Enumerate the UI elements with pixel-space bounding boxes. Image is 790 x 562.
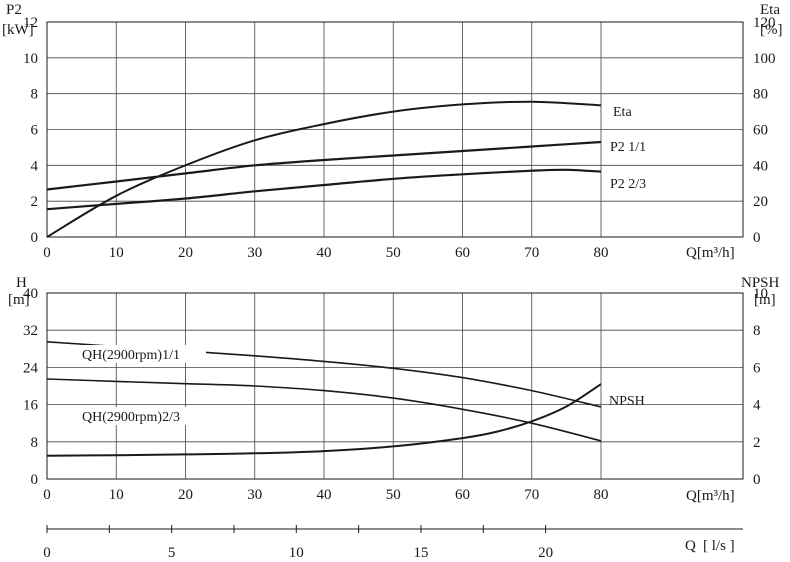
x-axis-label-bottom: Q[m³/h] — [686, 488, 735, 504]
y-tick-left: 40 — [23, 286, 38, 302]
plot-frame-top — [46, 21, 744, 238]
series-label-qh-full: QH(2900rpm)1/1 — [82, 348, 180, 363]
npsh-curve — [46, 383, 602, 457]
y-tick-left: 8 — [31, 435, 39, 451]
y-tick-left: 6 — [31, 123, 39, 139]
y-tick-left: 2 — [31, 194, 39, 210]
x-tick: 60 — [455, 487, 470, 503]
label-bg-qh-two-thirds — [78, 407, 206, 425]
x-tick: 80 — [594, 487, 609, 503]
y-tick-left: 0 — [31, 472, 39, 488]
secondary-tick-label: 15 — [413, 545, 428, 561]
p2-full-curve — [46, 140, 602, 191]
y-axis-unit-m: [m] — [8, 292, 30, 308]
y-tick-right: 6 — [753, 360, 761, 376]
x-tick: 10 — [109, 487, 124, 503]
y-ticks-left-top: 0 2 4 6 8 10 12 — [23, 15, 39, 246]
x-tick: 80 — [594, 245, 609, 261]
x-ticks-bottom: 0 10 20 30 40 50 60 70 80 — [43, 487, 608, 503]
y-tick-right: 80 — [753, 87, 768, 103]
y-ticks-left-bottom: 0 8 16 24 32 40 — [23, 286, 39, 488]
secondary-tick-label: 0 — [43, 545, 51, 561]
label-bg-qh-full — [78, 345, 206, 363]
y-tick-left: 10 — [23, 51, 38, 67]
x-tick: 50 — [386, 487, 401, 503]
x-tick: 30 — [247, 245, 262, 261]
x-tick: 20 — [178, 487, 193, 503]
y-tick-right: 0 — [753, 472, 761, 488]
y-tick-right: 2 — [753, 435, 761, 451]
y-ticks-right-top: 0 20 40 60 80 100 120 — [753, 15, 776, 246]
x-tick: 40 — [317, 487, 332, 503]
x-tick: 40 — [317, 245, 332, 261]
y-axis-unit-percent: [%] — [760, 22, 783, 38]
y-tick-right: 8 — [753, 323, 761, 339]
y-tick-right: 120 — [753, 15, 776, 31]
series-label-npsh: NPSH — [609, 394, 645, 409]
y-tick-left: 4 — [31, 158, 39, 174]
y-tick-right: 20 — [753, 194, 768, 210]
series-label-p2-two-thirds: P2 2/3 — [610, 177, 646, 192]
y-tick-left: 8 — [31, 87, 39, 103]
x-tick: 0 — [43, 245, 51, 261]
y-axis-label-eta: Eta — [760, 2, 780, 18]
secondary-axis-ticks: 0 5 10 15 20 — [43, 525, 553, 561]
y-tick-right: 0 — [753, 230, 761, 246]
series-label-qh-two-thirds: QH(2900rpm)2/3 — [82, 410, 180, 425]
x-tick: 0 — [43, 487, 51, 503]
series-label-eta: Eta — [613, 105, 632, 120]
secondary-tick-label: 10 — [289, 545, 304, 561]
x-tick: 20 — [178, 245, 193, 261]
secondary-tick-label: 20 — [538, 545, 553, 561]
p2-two-thirds-curve — [46, 168, 602, 211]
y-axis-unit-npsh-m: [m] — [754, 292, 776, 308]
plot-frame-bottom — [46, 292, 744, 480]
grid-bottom — [47, 292, 743, 479]
qh-two-thirds-curve — [46, 378, 602, 442]
x-tick: 50 — [386, 245, 401, 261]
x-tick: 10 — [109, 245, 124, 261]
grid-top — [47, 21, 743, 237]
y-tick-left: 16 — [23, 398, 39, 414]
y-axis-label-h: H — [16, 275, 27, 291]
y-tick-left: 24 — [23, 360, 39, 376]
y-axis-label-npsh: NPSH — [741, 275, 780, 291]
eta-curve — [46, 100, 602, 238]
x-tick: 30 — [247, 487, 262, 503]
x-tick: 70 — [524, 487, 539, 503]
flow-axis-ls: 0 5 10 15 20 Q [ l/s ] — [43, 525, 743, 561]
secondary-axis-unit: [ l/s ] — [703, 538, 735, 554]
y-ticks-right-bottom: 0 2 4 6 8 10 — [753, 286, 768, 488]
y-tick-left: 32 — [23, 323, 38, 339]
secondary-axis-q: Q — [685, 538, 696, 554]
x-tick: 60 — [455, 245, 470, 261]
y-tick-left: 0 — [31, 230, 39, 246]
y-axis-unit-kw: [kW] — [2, 22, 34, 38]
y-tick-right: 40 — [753, 158, 768, 174]
series-label-p2-full: P2 1/1 — [610, 140, 646, 155]
y-axis-label-p2: P2 — [6, 2, 22, 18]
x-tick: 70 — [524, 245, 539, 261]
x-axis-label-top: Q[m³/h] — [686, 245, 735, 261]
y-tick-left: 12 — [23, 15, 38, 31]
x-ticks-top: 0 10 20 30 40 50 60 70 80 — [43, 245, 608, 261]
secondary-tick-label: 5 — [168, 545, 176, 561]
y-tick-right: 60 — [753, 123, 768, 139]
y-tick-right: 10 — [753, 286, 768, 302]
y-tick-right: 100 — [753, 51, 776, 67]
y-tick-right: 4 — [753, 398, 761, 414]
